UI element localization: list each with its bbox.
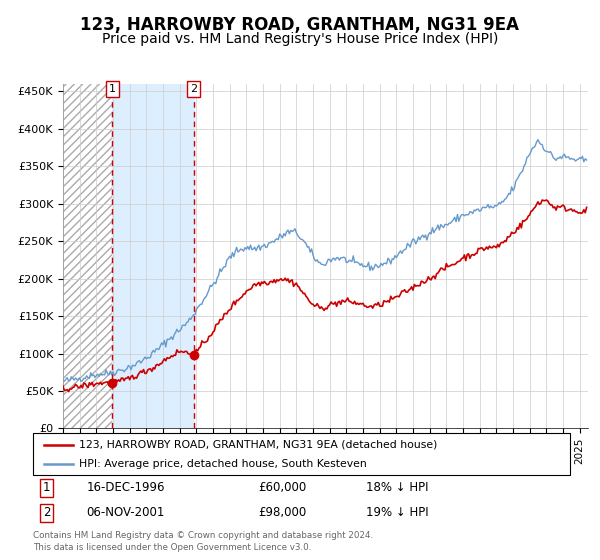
Text: 1: 1 xyxy=(43,482,50,494)
FancyBboxPatch shape xyxy=(33,433,570,475)
Text: £98,000: £98,000 xyxy=(259,506,307,519)
Text: 19% ↓ HPI: 19% ↓ HPI xyxy=(366,506,428,519)
Text: 1: 1 xyxy=(109,84,116,94)
Text: Price paid vs. HM Land Registry's House Price Index (HPI): Price paid vs. HM Land Registry's House … xyxy=(102,32,498,46)
Text: Contains HM Land Registry data © Crown copyright and database right 2024.: Contains HM Land Registry data © Crown c… xyxy=(33,531,373,540)
Text: 06-NOV-2001: 06-NOV-2001 xyxy=(87,506,165,519)
Bar xyxy=(63,84,112,428)
Text: 2: 2 xyxy=(190,84,197,94)
Text: 2: 2 xyxy=(43,506,50,519)
Text: 16-DEC-1996: 16-DEC-1996 xyxy=(87,482,165,494)
Bar xyxy=(112,84,194,428)
Text: £60,000: £60,000 xyxy=(259,482,307,494)
Text: HPI: Average price, detached house, South Kesteven: HPI: Average price, detached house, Sout… xyxy=(79,459,367,469)
Text: 123, HARROWBY ROAD, GRANTHAM, NG31 9EA (detached house): 123, HARROWBY ROAD, GRANTHAM, NG31 9EA (… xyxy=(79,440,437,450)
Text: This data is licensed under the Open Government Licence v3.0.: This data is licensed under the Open Gov… xyxy=(33,543,311,552)
Text: 123, HARROWBY ROAD, GRANTHAM, NG31 9EA: 123, HARROWBY ROAD, GRANTHAM, NG31 9EA xyxy=(80,16,520,34)
Text: 18% ↓ HPI: 18% ↓ HPI xyxy=(366,482,428,494)
